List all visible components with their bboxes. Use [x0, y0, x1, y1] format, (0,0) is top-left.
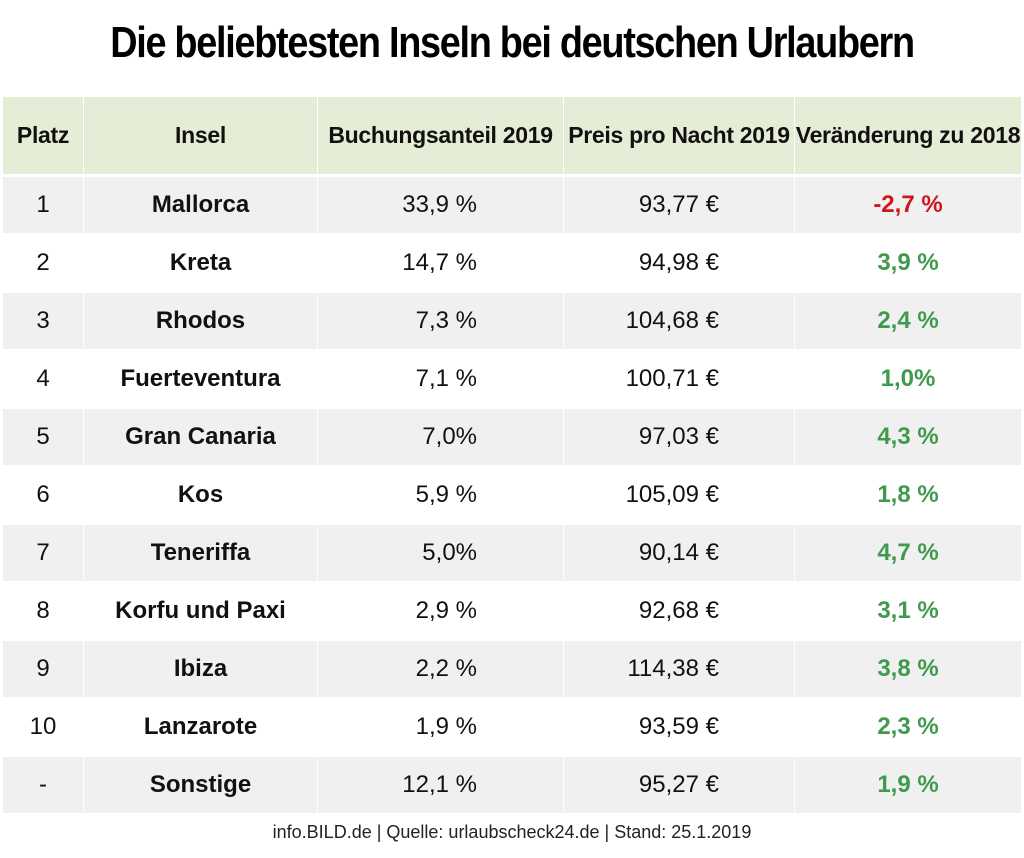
rank-cell: 3 [3, 293, 83, 349]
change-cell: -2,7 % [795, 177, 1021, 233]
price-cell: 97,03 € [564, 409, 794, 465]
change-cell: 3,8 % [795, 641, 1021, 697]
rank-cell: 7 [3, 525, 83, 581]
table-row: 10 Lanzarote 1,9 % 93,59 €2,3 % [3, 699, 1021, 755]
rank-cell: 1 [3, 177, 83, 233]
island-cell: Fuerteventura [84, 351, 317, 407]
column-header-veraenderung: Veränderung zu 2018 [795, 97, 1021, 174]
island-cell: Sonstige [84, 757, 317, 813]
island-cell: Teneriffa [84, 525, 317, 581]
price-cell: 100,71 € [564, 351, 794, 407]
change-cell: 1,8 % [795, 467, 1021, 523]
price-cell: 104,68 € [564, 293, 794, 349]
table-row: 5 Gran Canaria 7,0% 97,03 €4,3 % [3, 409, 1021, 465]
booking-share-cell: 7,1 % [318, 351, 563, 407]
price-cell: 105,09 € [564, 467, 794, 523]
island-cell: Rhodos [84, 293, 317, 349]
table-row: - Sonstige 12,1 % 95,27 €1,9 % [3, 757, 1021, 813]
rank-cell: 6 [3, 467, 83, 523]
rank-cell: 10 [3, 699, 83, 755]
table-row: 7 Teneriffa 5,0% 90,14 €4,7 % [3, 525, 1021, 581]
booking-share-cell: 14,7 % [318, 235, 563, 291]
booking-share-cell: 2,9 % [318, 583, 563, 639]
table-header-row: Platz Insel Buchungsanteil 2019 Preis pr… [3, 97, 1021, 174]
change-cell: 4,7 % [795, 525, 1021, 581]
island-cell: Lanzarote [84, 699, 317, 755]
table-row: 4 Fuerteventura 7,1 % 100,71 €1,0% [3, 351, 1021, 407]
table-row: 2 Kreta 14,7 % 94,98 €3,9 % [3, 235, 1021, 291]
island-cell: Kreta [84, 235, 317, 291]
booking-share-cell: 7,3 % [318, 293, 563, 349]
rank-cell: - [3, 757, 83, 813]
booking-share-cell: 5,9 % [318, 467, 563, 523]
booking-share-cell: 33,9 % [318, 177, 563, 233]
column-header-buchungsanteil: Buchungsanteil 2019 [318, 97, 563, 174]
source-footer: info.BILD.de | Quelle: urlaubscheck24.de… [272, 822, 752, 842]
change-cell: 3,1 % [795, 583, 1021, 639]
price-cell: 93,77 € [564, 177, 794, 233]
price-cell: 93,59 € [564, 699, 794, 755]
change-cell: 4,3 % [795, 409, 1021, 465]
island-cell: Gran Canaria [84, 409, 317, 465]
change-cell: 2,4 % [795, 293, 1021, 349]
column-header-preis: Preis pro Nacht 2019 [564, 97, 794, 174]
booking-share-cell: 7,0% [318, 409, 563, 465]
booking-share-cell: 2,2 % [318, 641, 563, 697]
page-title: Die beliebtesten Inseln bei deutschen Ur… [110, 18, 915, 67]
table-row: 1 Mallorca 33,9 % 93,77 € -2,7 % [3, 177, 1021, 233]
booking-share-cell: 5,0% [318, 525, 563, 581]
table-row: 8 Korfu und Paxi 2,9 % 92,68 €3,1 % [3, 583, 1021, 639]
island-cell: Ibiza [84, 641, 317, 697]
column-header-insel: Insel [84, 97, 317, 174]
booking-share-cell: 1,9 % [318, 699, 563, 755]
rank-cell: 5 [3, 409, 83, 465]
change-cell: 1,0% [795, 351, 1021, 407]
rank-cell: 8 [3, 583, 83, 639]
island-cell: Mallorca [84, 177, 317, 233]
island-cell: Korfu und Paxi [84, 583, 317, 639]
change-cell: 3,9 % [795, 235, 1021, 291]
island-cell: Kos [84, 467, 317, 523]
booking-share-cell: 12,1 % [318, 757, 563, 813]
rank-cell: 9 [3, 641, 83, 697]
table-row: 6 Kos 5,9 % 105,09 €1,8 % [3, 467, 1021, 523]
table-row: 9 Ibiza 2,2 % 114,38 €3,8 % [3, 641, 1021, 697]
price-cell: 94,98 € [564, 235, 794, 291]
rank-cell: 4 [3, 351, 83, 407]
price-cell: 114,38 € [564, 641, 794, 697]
column-header-platz: Platz [3, 97, 83, 174]
change-cell: 1,9 % [795, 757, 1021, 813]
table-body: 1 Mallorca 33,9 % 93,77 € -2,7 % 2 Kreta 14,7 %… [3, 177, 1021, 813]
change-cell: 2,3 % [795, 699, 1021, 755]
table-row: 3 Rhodos 7,3 % 104,68 €2,4 % [3, 293, 1021, 349]
price-cell: 92,68 € [564, 583, 794, 639]
island-table: Platz Insel Buchungsanteil 2019 Preis pr… [3, 97, 1021, 815]
price-cell: 90,14 € [564, 525, 794, 581]
price-cell: 95,27 € [564, 757, 794, 813]
rank-cell: 2 [3, 235, 83, 291]
